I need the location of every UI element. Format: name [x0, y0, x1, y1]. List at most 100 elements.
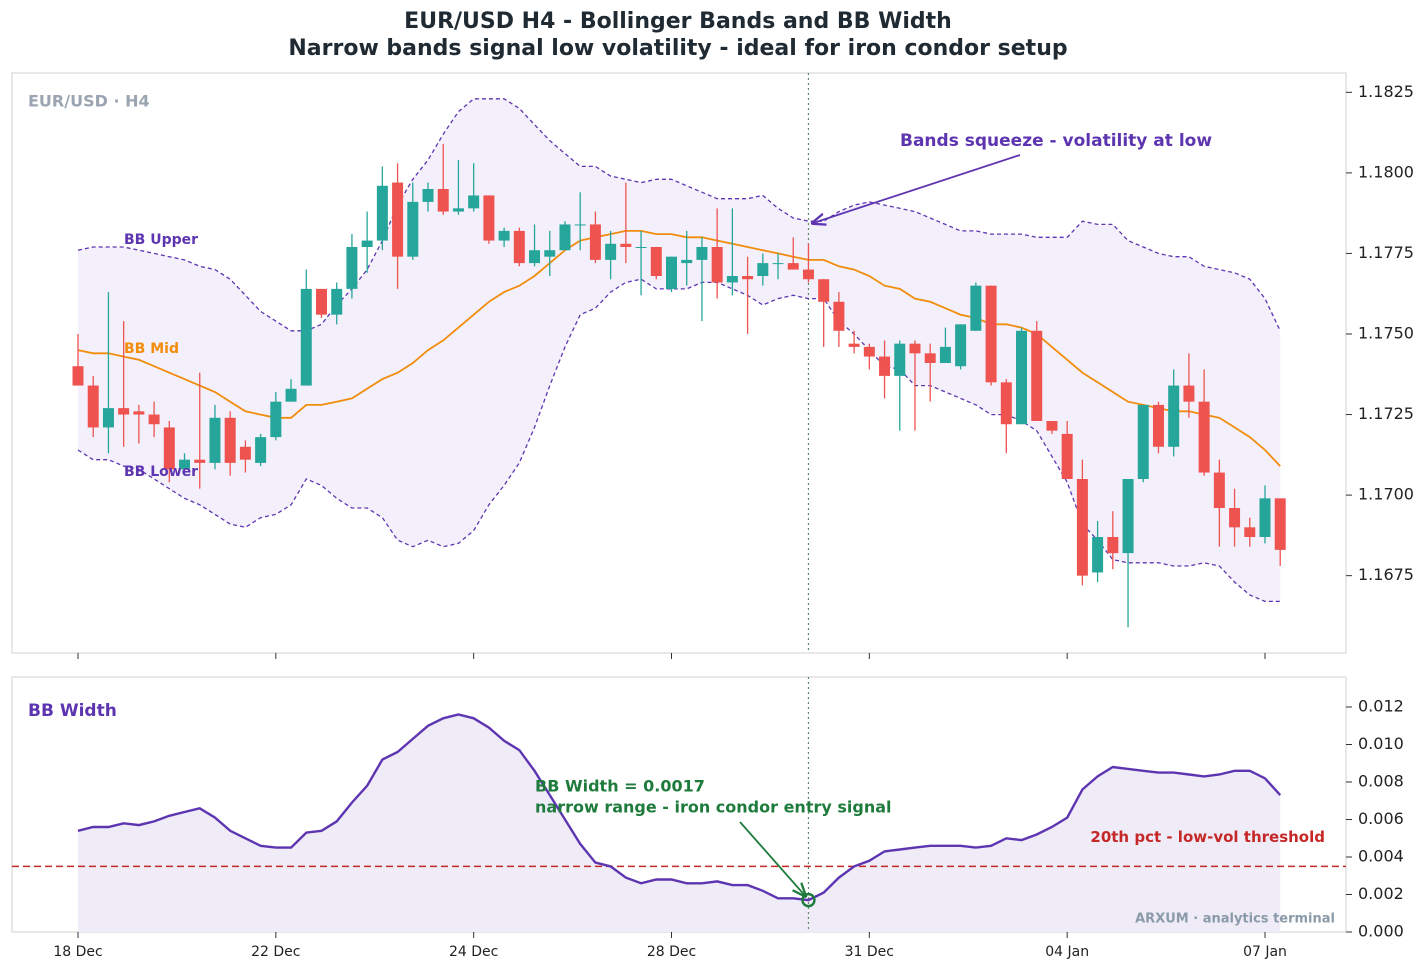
candle-body	[757, 263, 769, 276]
series-label: BB Mid	[124, 341, 179, 357]
candle-body	[666, 256, 677, 289]
width-line	[77, 713, 1282, 902]
candle-body	[148, 414, 160, 425]
x-tick-label: 07 Jan	[1243, 944, 1287, 960]
candle-body	[939, 346, 951, 363]
y-tick-label: 0.000	[1358, 922, 1404, 941]
candle-body	[1137, 404, 1149, 479]
candle-body	[315, 288, 327, 315]
y-tick-label: 1.1725	[1358, 404, 1414, 423]
x-tick-label: 18 Dec	[53, 944, 102, 960]
candle-body	[1198, 401, 1210, 473]
annotation: Bands squeeze - volatility at low	[900, 131, 1212, 151]
candle-body	[924, 353, 936, 363]
candle-body	[468, 195, 480, 209]
candle-body	[529, 250, 541, 264]
candle-body	[1061, 433, 1073, 479]
candle-body	[1152, 404, 1164, 447]
candle-body	[209, 417, 221, 463]
candle-body	[620, 243, 632, 247]
candle-body	[452, 208, 464, 212]
candle-body	[392, 182, 404, 257]
y-tick-label: 1.1775	[1358, 243, 1414, 262]
candle-body	[696, 247, 708, 260]
candle-body	[955, 324, 967, 367]
candle-body	[802, 269, 814, 280]
y-tick-label: 1.1700	[1358, 485, 1414, 504]
candle-body	[985, 285, 997, 383]
candle-body	[1107, 537, 1119, 554]
candle-body	[194, 459, 206, 463]
candle-body	[818, 279, 830, 302]
x-tick-label: 24 Dec	[449, 944, 498, 960]
candle-body	[711, 247, 723, 283]
y-tick-label: 0.008	[1358, 772, 1404, 791]
chart-subtitle: Narrow bands signal low volatility - ide…	[288, 36, 1067, 61]
y-tick-label: 0.004	[1358, 847, 1404, 866]
annotation: narrow range - iron condor entry signal	[535, 798, 892, 817]
candle-body	[833, 301, 845, 331]
candle-body	[1274, 498, 1286, 550]
candle-body	[72, 366, 84, 386]
y-tick-label: 1.1825	[1358, 82, 1414, 101]
candle-body	[589, 224, 601, 260]
candle-body	[407, 201, 419, 257]
y-tick-label: 1.1750	[1358, 324, 1414, 343]
y-tick-label: 0.006	[1358, 809, 1404, 828]
candle-body	[1244, 527, 1256, 537]
candle-body	[483, 195, 495, 241]
candle-body	[1000, 382, 1012, 425]
candle-body	[787, 263, 799, 270]
y-tick-label: 1.1800	[1358, 162, 1414, 181]
candle-body	[1016, 330, 1028, 425]
candle-body	[635, 247, 647, 248]
candle-body	[1031, 330, 1043, 421]
candle-body	[270, 401, 282, 438]
annotation-arrow	[812, 154, 1021, 223]
series-label: BB Lower	[124, 464, 198, 480]
candle-body	[255, 437, 267, 463]
candle-body	[300, 288, 312, 386]
candle-body	[1092, 537, 1104, 573]
candle-body	[498, 230, 510, 241]
candle-body	[1213, 472, 1225, 508]
candle-body	[1183, 385, 1195, 402]
candle-body	[331, 288, 343, 315]
candle-body	[87, 385, 99, 428]
panel-label: BB Width	[28, 701, 117, 721]
candle-body	[346, 247, 358, 289]
candle-body	[681, 259, 693, 264]
candle-body	[239, 446, 251, 460]
candle-body	[1259, 498, 1271, 537]
candle-body	[970, 285, 982, 331]
candle-body	[513, 230, 525, 264]
band-line	[77, 278, 1281, 603]
x-tick-label: 31 Dec	[845, 944, 894, 960]
candle-body	[848, 343, 860, 347]
annotation: BB Width = 0.0017	[535, 777, 705, 796]
candle-body	[1122, 479, 1134, 554]
y-tick-label: 1.1675	[1358, 565, 1414, 584]
candle-body	[559, 224, 571, 251]
candle-body	[772, 263, 784, 265]
candle-body	[422, 189, 434, 202]
y-tick-label: 0.010	[1358, 734, 1404, 753]
candle-body	[163, 427, 175, 470]
annotation-arrow	[739, 821, 805, 896]
candle-body	[118, 408, 130, 415]
candle-body	[574, 224, 586, 226]
candle-body	[361, 240, 373, 247]
candle-body	[1076, 479, 1088, 576]
candle-body	[133, 411, 145, 415]
panel-label: EUR/USD · H4	[28, 92, 150, 111]
candle-body	[1229, 508, 1241, 528]
candle-body	[1168, 385, 1180, 447]
candle-body	[605, 243, 617, 260]
candle-body	[437, 189, 449, 212]
candle-body	[102, 408, 114, 428]
candle-body	[224, 417, 236, 463]
candle-body	[650, 247, 662, 276]
candle-body	[909, 343, 921, 354]
